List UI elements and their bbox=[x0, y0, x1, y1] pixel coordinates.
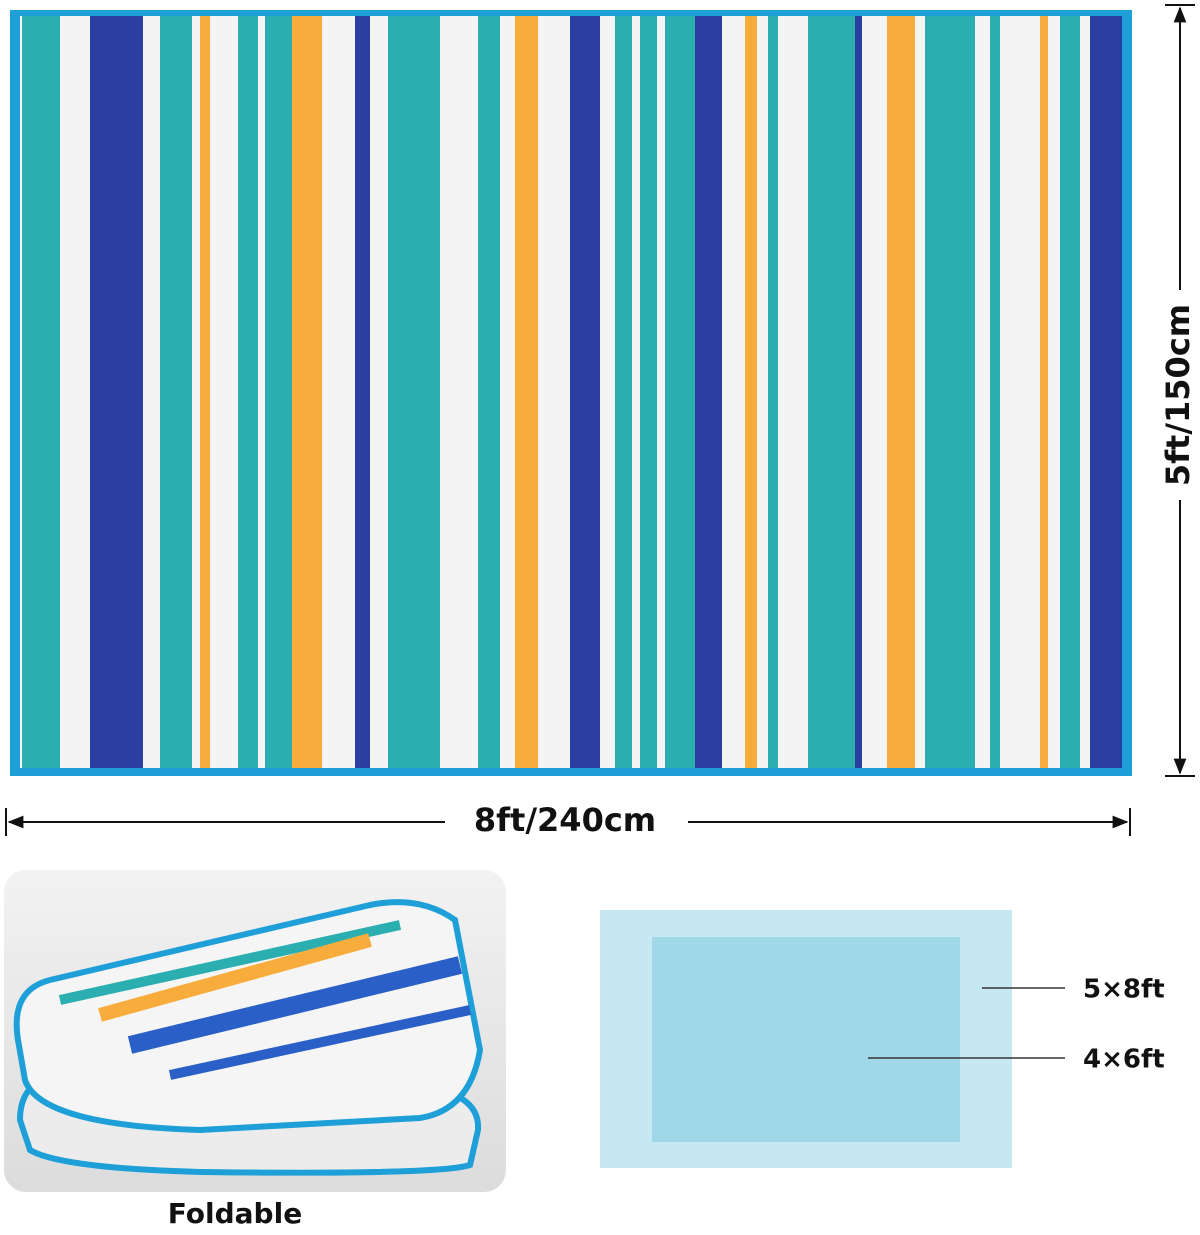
rug-stripe bbox=[22, 16, 60, 768]
size-comparison: 5×8ft 4×6ft bbox=[600, 910, 1165, 1168]
rug-stripe bbox=[745, 16, 757, 768]
rug-stripe bbox=[665, 16, 695, 768]
small-size-box bbox=[652, 937, 960, 1142]
rug-stripe bbox=[695, 16, 722, 768]
rug-stripe bbox=[90, 16, 143, 768]
rug-stripe bbox=[265, 16, 292, 768]
height-label: 5ft/150cm bbox=[1159, 304, 1197, 486]
rug-stripe bbox=[855, 16, 862, 768]
rug-stripe bbox=[640, 16, 657, 768]
rug-stripe bbox=[1060, 16, 1080, 768]
rug-stripe bbox=[925, 16, 975, 768]
rug-stripe bbox=[1090, 16, 1122, 768]
width-dimension: 8ft/240cm bbox=[5, 801, 1131, 839]
rug-stripe bbox=[768, 16, 778, 768]
rug-stripe bbox=[515, 16, 538, 768]
rug bbox=[10, 10, 1132, 776]
folded-rug: Foldable bbox=[4, 870, 506, 1230]
rug-stripe bbox=[1040, 16, 1048, 768]
rug-stripe bbox=[292, 16, 322, 768]
rug-stripe bbox=[478, 16, 500, 768]
rug-stripe bbox=[238, 16, 258, 768]
rug-stripe bbox=[808, 16, 855, 768]
rug-stripe bbox=[990, 16, 1000, 768]
rug-stripe bbox=[887, 16, 915, 768]
width-label: 8ft/240cm bbox=[474, 801, 656, 839]
rug-stripe bbox=[160, 16, 192, 768]
large-size-label: 5×8ft bbox=[1083, 975, 1165, 1005]
rug-stripe bbox=[615, 16, 632, 768]
height-dimension: 5ft/150cm bbox=[1159, 4, 1197, 777]
rug-stripe bbox=[200, 16, 210, 768]
rug-stripe bbox=[570, 16, 600, 768]
rug-stripe bbox=[388, 16, 440, 768]
rug-stripe bbox=[355, 16, 370, 768]
folded-caption: Foldable bbox=[168, 1197, 302, 1230]
small-size-label: 4×6ft bbox=[1083, 1045, 1165, 1075]
